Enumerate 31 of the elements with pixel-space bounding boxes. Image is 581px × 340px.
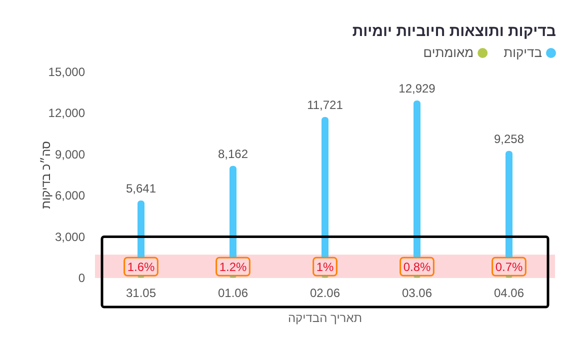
- chart-title: בדיקות ותוצאות חיוביות יומיות: [352, 23, 556, 40]
- data-label: 9,258: [494, 132, 524, 146]
- x-tick-label: 31.05: [126, 286, 156, 300]
- annotation: 0.8%: [403, 260, 431, 274]
- x-tick-label: 04.06: [494, 286, 524, 300]
- legend-label: בדיקות: [504, 45, 542, 60]
- x-tick-label: 02.06: [310, 286, 340, 300]
- annotation: 1.2%: [219, 260, 247, 274]
- annotation: 1.6%: [124, 256, 158, 276]
- x-tick-label: 01.06: [218, 286, 248, 300]
- annotation: 1.6%: [127, 260, 155, 274]
- data-label: 11,721: [307, 98, 344, 112]
- annotation: 1.2%: [216, 256, 250, 276]
- data-label: 5,641: [126, 182, 156, 196]
- annotation: 0.7%: [495, 260, 523, 274]
- data-label: 12,929: [398, 81, 436, 96]
- x-axis-title: תאריך הבדיקה: [288, 311, 362, 325]
- annotation: 1%: [316, 260, 334, 274]
- y-tick-label: 3,000: [54, 230, 86, 244]
- x-tick-label: 03.06: [402, 286, 432, 300]
- y-tick-label: 0: [78, 271, 86, 285]
- annotation: 1%: [312, 256, 338, 276]
- y-tick-label: 12,000: [48, 106, 86, 120]
- data-label: 8,162: [218, 146, 248, 161]
- y-tick-label: 15,000: [48, 65, 86, 79]
- legend-label: מאומתים: [423, 45, 474, 60]
- y-axis-title: סה״כ בדיקות: [39, 141, 53, 209]
- y-tick-label: 9,000: [54, 147, 86, 162]
- y-tick-label: 6,000: [54, 188, 86, 203]
- annotation: 0.7%: [492, 256, 526, 276]
- annotation: 0.8%: [400, 256, 434, 276]
